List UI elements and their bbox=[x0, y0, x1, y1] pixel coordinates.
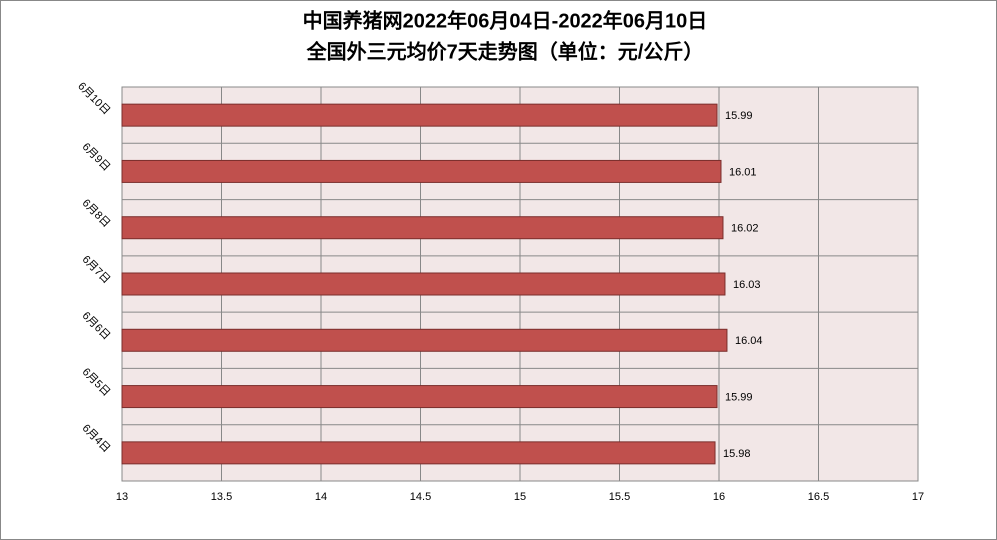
bar bbox=[121, 385, 718, 409]
x-tick-label: 16 bbox=[713, 491, 725, 503]
x-tick-label: 15 bbox=[514, 491, 526, 503]
x-tick-label: 14 bbox=[315, 491, 327, 503]
value-label: 16.01 bbox=[729, 166, 757, 178]
bar bbox=[121, 272, 726, 296]
chart-subtitle: 全国外三元均价7天走势图（单位：元/公斤） bbox=[306, 39, 704, 63]
value-label: 15.98 bbox=[723, 448, 751, 460]
x-tick-label: 16.5 bbox=[808, 491, 829, 503]
x-tick-label: 13 bbox=[116, 491, 128, 503]
bar bbox=[121, 103, 718, 127]
bar bbox=[121, 328, 728, 352]
value-label: 16.04 bbox=[735, 335, 763, 347]
bar bbox=[121, 216, 724, 240]
x-tick-label: 13.5 bbox=[211, 491, 232, 503]
bar bbox=[121, 159, 722, 183]
x-tick-label: 17 bbox=[912, 491, 924, 503]
chart-title: 中国养猪网2022年06月04日-2022年06月10日 bbox=[303, 8, 708, 32]
value-label: 15.99 bbox=[725, 110, 753, 122]
value-label: 15.99 bbox=[725, 391, 753, 403]
value-label: 16.02 bbox=[731, 223, 759, 235]
x-tick-label: 15.5 bbox=[609, 491, 630, 503]
x-tick-label: 14.5 bbox=[410, 491, 431, 503]
bar bbox=[121, 441, 716, 465]
value-label: 16.03 bbox=[733, 279, 761, 291]
